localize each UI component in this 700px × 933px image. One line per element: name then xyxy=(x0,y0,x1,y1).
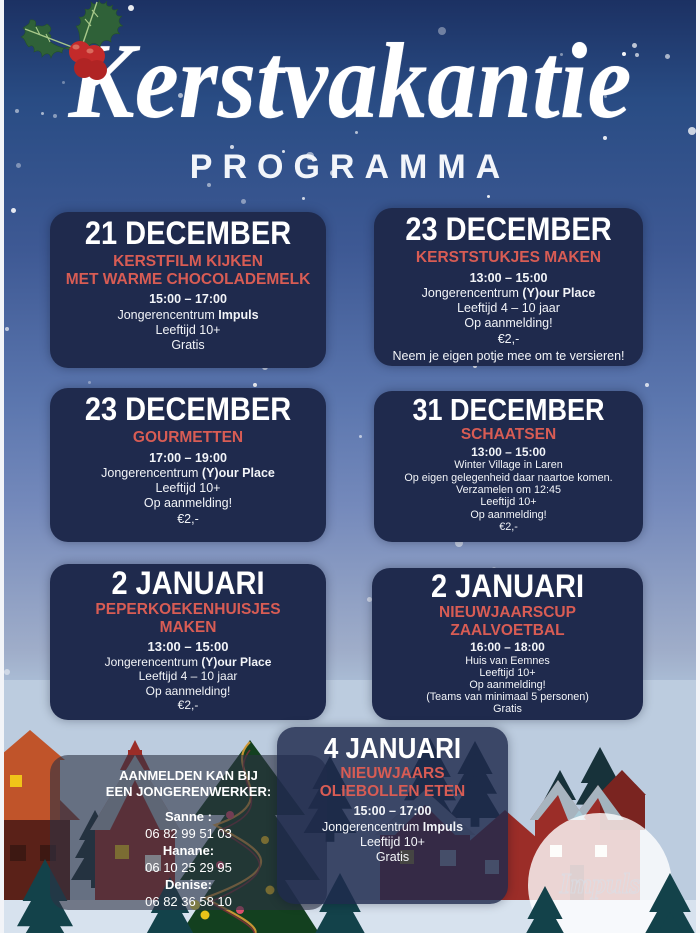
svg-text:Impuls: Impuls xyxy=(559,869,641,900)
